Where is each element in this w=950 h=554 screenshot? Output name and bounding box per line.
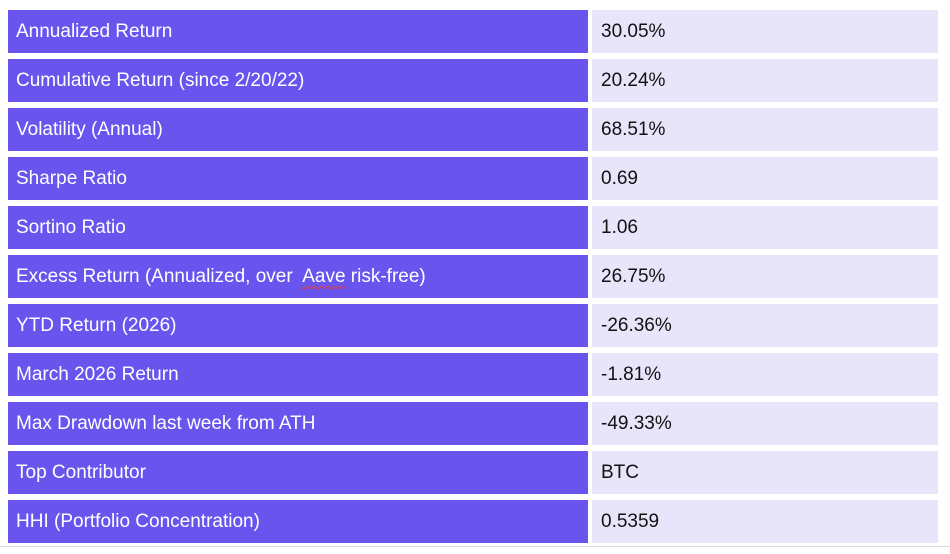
- metric-value: -49.33%: [601, 413, 672, 434]
- metric-value-cell[interactable]: 30.05%: [592, 10, 938, 53]
- metric-value-cell[interactable]: 1.06: [592, 206, 938, 249]
- metric-label-cell[interactable]: Excess Return (Annualized, over Aave ris…: [8, 255, 588, 298]
- metric-value: 0.5359: [601, 511, 660, 532]
- bottom-divider: [0, 546, 950, 547]
- metric-label-suffix: risk-free): [345, 266, 426, 287]
- table-row: Annualized Return 30.05%: [8, 10, 938, 53]
- metric-value: BTC: [601, 462, 639, 483]
- metrics-table: Annualized Return 30.05% Cumulative Retu…: [8, 10, 938, 543]
- table-row: Volatility (Annual) 68.51%: [8, 108, 938, 151]
- metric-value: 26.75%: [601, 266, 666, 287]
- table-row: Sharpe Ratio 0.69: [8, 157, 938, 200]
- metric-value-cell[interactable]: 0.69: [592, 157, 938, 200]
- metric-label-cell[interactable]: YTD Return (2026): [8, 304, 588, 347]
- metric-label-cell[interactable]: Max Drawdown last week from ATH: [8, 402, 588, 445]
- metric-label-cell[interactable]: Sortino Ratio: [8, 206, 588, 249]
- table-row: Top Contributor BTC: [8, 451, 938, 494]
- metric-value: 1.06: [601, 217, 638, 238]
- metric-value: 20.24%: [601, 70, 666, 91]
- metric-value-cell[interactable]: 68.51%: [592, 108, 938, 151]
- metric-value: 30.05%: [601, 21, 666, 42]
- metric-label: Excess Return (Annualized, over Aave ris…: [16, 267, 426, 286]
- metric-label-cell[interactable]: March 2026 Return: [8, 353, 588, 396]
- metric-label: Cumulative Return (since 2/20/22): [16, 70, 305, 91]
- metric-value: -1.81%: [601, 364, 662, 385]
- metric-value-cell[interactable]: -1.81%: [592, 353, 938, 396]
- metric-label: Top Contributor: [16, 462, 146, 483]
- metric-label: Annualized Return: [16, 21, 173, 42]
- table-row: Excess Return (Annualized, over Aave ris…: [8, 255, 938, 298]
- metric-value-cell[interactable]: 20.24%: [592, 59, 938, 102]
- table-row: March 2026 Return -1.81%: [8, 353, 938, 396]
- metric-label-cell[interactable]: Cumulative Return (since 2/20/22): [8, 59, 588, 102]
- metric-label-cell[interactable]: Sharpe Ratio: [8, 157, 588, 200]
- metric-value-cell[interactable]: 26.75%: [592, 255, 938, 298]
- metric-label: March 2026 Return: [16, 364, 179, 385]
- metric-label-prefix: Excess Return (Annualized, over: [16, 266, 303, 287]
- metric-label-cell[interactable]: Volatility (Annual): [8, 108, 588, 151]
- metric-label: YTD Return (2026): [16, 315, 177, 336]
- metric-value-cell[interactable]: -49.33%: [592, 402, 938, 445]
- metric-value-cell[interactable]: -26.36%: [592, 304, 938, 347]
- metric-label-cell[interactable]: Annualized Return: [8, 10, 588, 53]
- metric-label-cell[interactable]: Top Contributor: [8, 451, 588, 494]
- metric-value: 0.69: [601, 168, 638, 189]
- metric-value: 68.51%: [601, 119, 666, 140]
- table-row: YTD Return (2026) -26.36%: [8, 304, 938, 347]
- metric-label: HHI (Portfolio Concentration): [16, 511, 260, 532]
- metric-label: Sortino Ratio: [16, 217, 126, 238]
- table-row: Sortino Ratio 1.06: [8, 206, 938, 249]
- metric-label: Sharpe Ratio: [16, 168, 127, 189]
- table-row: Max Drawdown last week from ATH -49.33%: [8, 402, 938, 445]
- metric-label: Volatility (Annual): [16, 119, 163, 140]
- table-row: Cumulative Return (since 2/20/22) 20.24%: [8, 59, 938, 102]
- metric-label-cell[interactable]: HHI (Portfolio Concentration): [8, 500, 588, 543]
- table-row: HHI (Portfolio Concentration) 0.5359: [8, 500, 938, 543]
- metric-value-cell[interactable]: BTC: [592, 451, 938, 494]
- metric-value: -26.36%: [601, 315, 672, 336]
- metric-label: Max Drawdown last week from ATH: [16, 413, 316, 434]
- metric-value-cell[interactable]: 0.5359: [592, 500, 938, 543]
- spellcheck-word[interactable]: Aave: [302, 266, 346, 287]
